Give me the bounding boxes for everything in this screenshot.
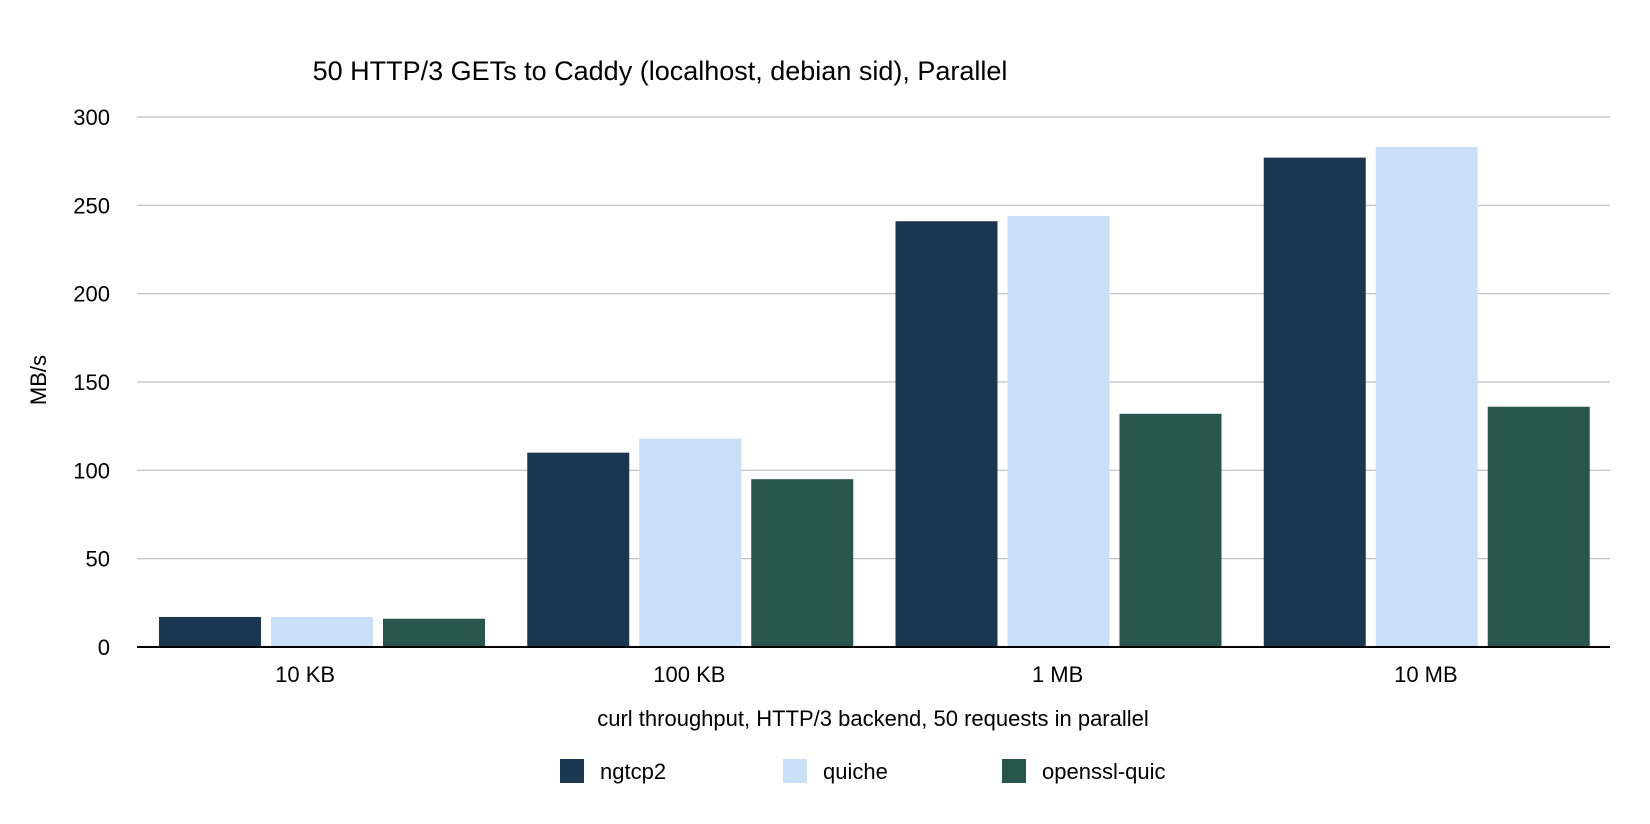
- y-tick-label: 200: [73, 282, 110, 307]
- bar-openssl-quic-1mb: [1119, 413, 1222, 647]
- legend-label-quiche: quiche: [823, 759, 888, 784]
- x-tick-label: 10 KB: [275, 662, 335, 687]
- bar-quiche-100kb: [639, 438, 742, 647]
- y-tick-label: 150: [73, 370, 110, 395]
- bar-openssl-quic-10kb: [383, 618, 485, 647]
- bar-openssl-quic-10mb: [1487, 406, 1590, 647]
- legend-swatch-openssl-quic: [1002, 759, 1026, 783]
- legend-swatch-ngtcp2: [560, 759, 584, 783]
- bar-quiche-10mb: [1375, 147, 1478, 648]
- x-tick-label: 1 MB: [1032, 662, 1083, 687]
- bar-ngtcp2-10mb: [1263, 157, 1366, 647]
- bar-ngtcp2-10kb: [159, 616, 261, 647]
- y-axis-ticks: 0 50 100 150 200 250 300: [73, 105, 110, 660]
- x-tick-label: 10 MB: [1394, 662, 1458, 687]
- legend-label-openssl-quic: openssl-quic: [1042, 759, 1166, 784]
- x-axis-ticks: 10 KB 100 KB 1 MB 10 MB: [275, 662, 1458, 687]
- y-axis-title: MB/s: [26, 355, 51, 405]
- x-axis-title: curl throughput, HTTP/3 backend, 50 requ…: [597, 706, 1149, 731]
- y-tick-label: 250: [73, 193, 110, 218]
- chart-title: 50 HTTP/3 GETs to Caddy (localhost, debi…: [313, 56, 1008, 86]
- y-tick-label: 50: [86, 547, 110, 572]
- bar-quiche-10kb: [271, 616, 373, 647]
- bar-ngtcp2-1mb: [895, 221, 998, 647]
- bar-ngtcp2-100kb: [527, 452, 630, 647]
- x-tick-label: 100 KB: [653, 662, 725, 687]
- bars: [159, 147, 1590, 648]
- legend-label-ngtcp2: ngtcp2: [600, 759, 666, 784]
- y-tick-label: 0: [98, 635, 110, 660]
- y-tick-label: 300: [73, 105, 110, 130]
- bar-openssl-quic-100kb: [751, 479, 854, 647]
- bar-quiche-1mb: [1007, 215, 1110, 647]
- y-tick-label: 100: [73, 458, 110, 483]
- legend: ngtcp2 quiche openssl-quic: [560, 759, 1166, 784]
- legend-swatch-quiche: [783, 759, 807, 783]
